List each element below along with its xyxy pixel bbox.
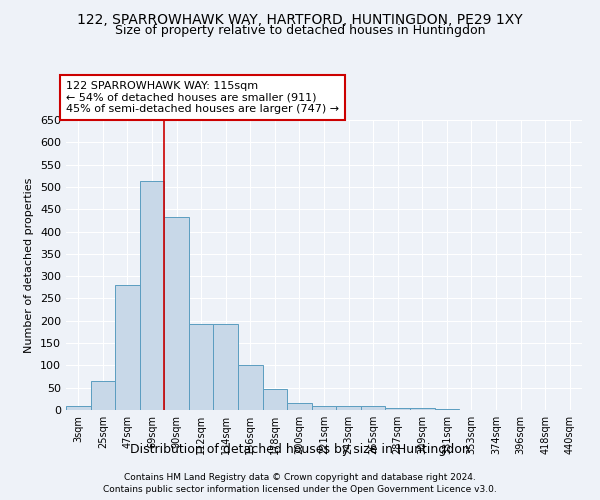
Bar — [312, 406, 336, 410]
Text: Contains public sector information licensed under the Open Government Licence v3: Contains public sector information licen… — [103, 485, 497, 494]
Bar — [336, 406, 361, 410]
Bar — [140, 181, 164, 410]
Bar — [214, 324, 238, 410]
Bar — [287, 404, 312, 410]
Text: 122 SPARROWHAWK WAY: 115sqm
← 54% of detached houses are smaller (911)
45% of se: 122 SPARROWHAWK WAY: 115sqm ← 54% of det… — [66, 81, 339, 114]
Bar — [434, 408, 459, 410]
Text: Distribution of detached houses by size in Huntingdon: Distribution of detached houses by size … — [130, 442, 470, 456]
Bar — [66, 406, 91, 410]
Bar — [385, 408, 410, 410]
Text: Size of property relative to detached houses in Huntingdon: Size of property relative to detached ho… — [115, 24, 485, 37]
Text: 122, SPARROWHAWK WAY, HARTFORD, HUNTINGDON, PE29 1XY: 122, SPARROWHAWK WAY, HARTFORD, HUNTINGD… — [77, 12, 523, 26]
Bar — [164, 218, 189, 410]
Bar — [115, 285, 140, 410]
Bar — [361, 406, 385, 410]
Text: Contains HM Land Registry data © Crown copyright and database right 2024.: Contains HM Land Registry data © Crown c… — [124, 472, 476, 482]
Bar — [91, 381, 115, 410]
Bar — [410, 408, 434, 410]
Bar — [189, 324, 214, 410]
Bar — [263, 390, 287, 410]
Y-axis label: Number of detached properties: Number of detached properties — [25, 178, 34, 352]
Bar — [238, 366, 263, 410]
